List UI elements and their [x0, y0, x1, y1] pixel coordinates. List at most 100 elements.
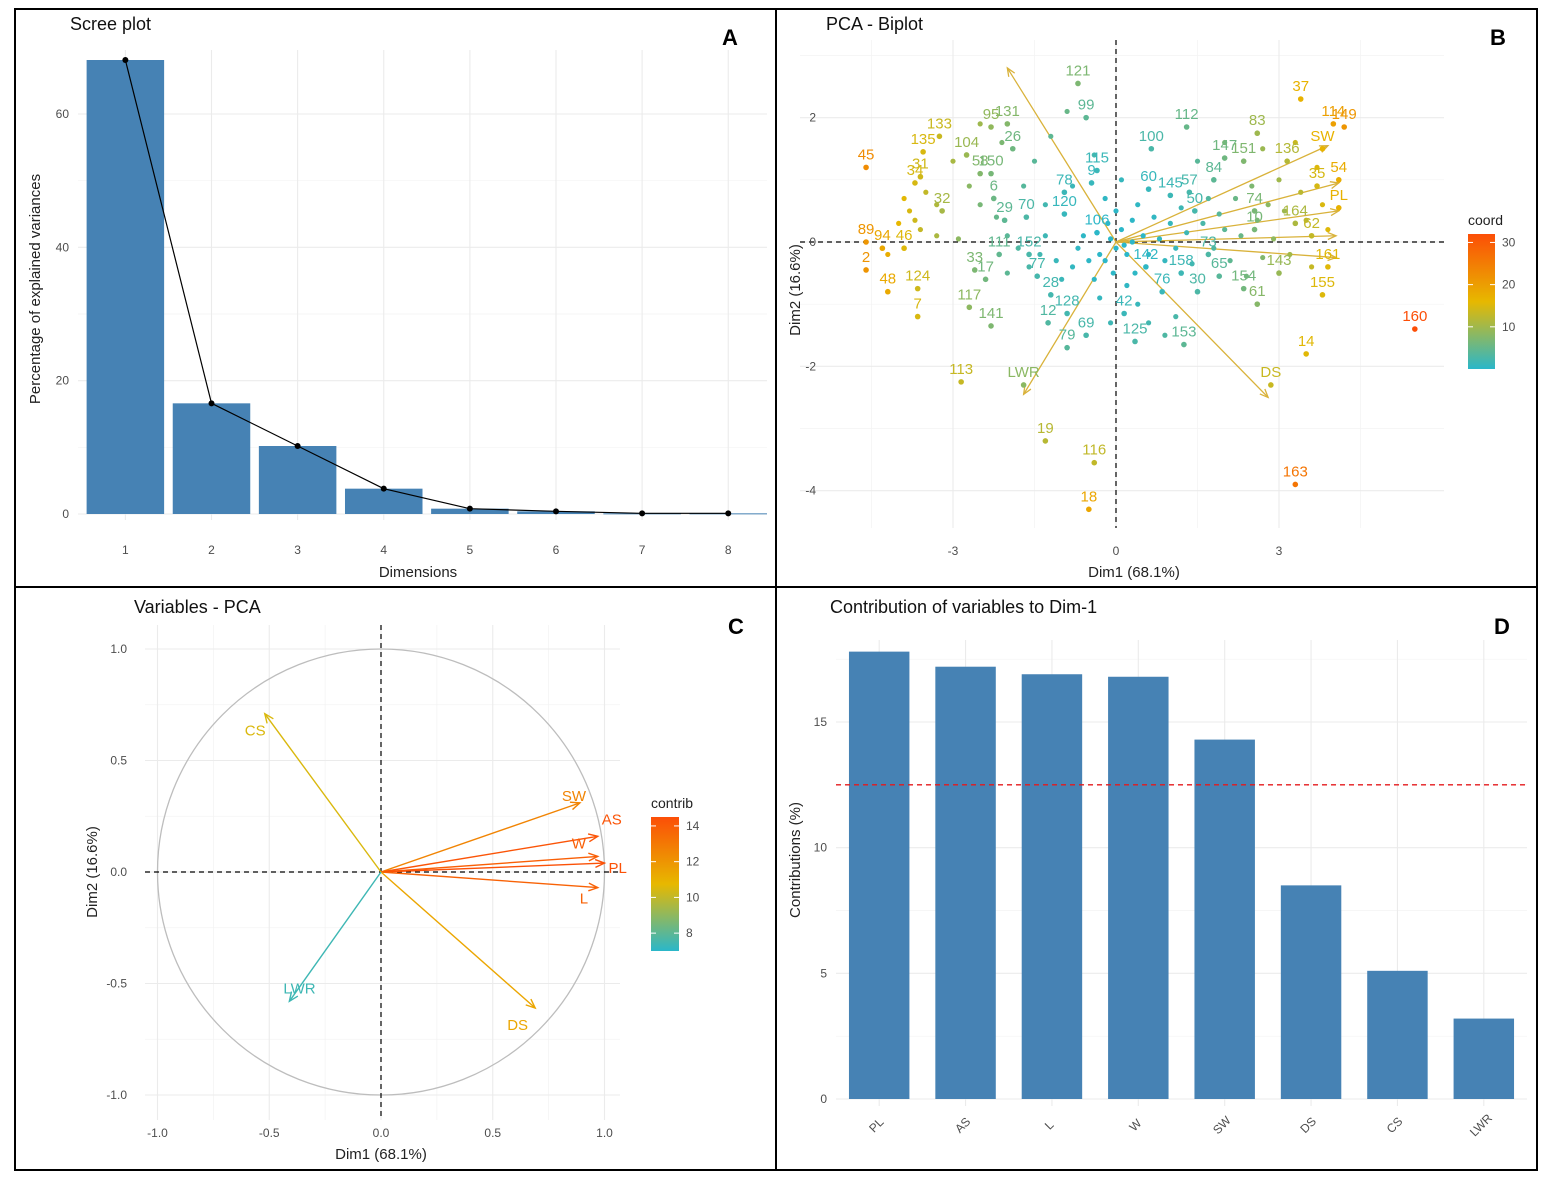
panel-b-point	[1004, 233, 1010, 239]
panel-b-point	[1167, 220, 1173, 226]
panel-b-point	[1281, 208, 1288, 214]
panel-c-variable-label: AS	[602, 811, 622, 828]
panel-b-point	[1211, 177, 1217, 183]
panel-b-point-label: 18	[1080, 488, 1097, 505]
panel-b-point-label: 154	[1231, 268, 1256, 285]
panel-b-point	[1023, 214, 1030, 220]
panel-b-point	[1221, 155, 1228, 161]
panel-b-point-label: 28	[1042, 274, 1059, 291]
panel-b-point-label: 76	[1154, 271, 1171, 288]
panel-b-point	[1270, 236, 1277, 242]
panel-b-point	[1240, 158, 1247, 164]
panel-a-xlabel: Dimensions	[379, 564, 457, 581]
panel-b-point	[1298, 189, 1304, 195]
panel-b-point-label: 113	[949, 361, 973, 378]
panel-b-ticks: -3 0 3 -4 -2 0 2	[805, 111, 1282, 558]
panel-b-point	[966, 304, 973, 311]
panel-b-x-tick: -3	[948, 544, 959, 558]
panel-b-point	[1254, 217, 1260, 223]
panel-c-y-tick: 0.0	[110, 865, 127, 879]
panel-b-point	[1037, 251, 1043, 258]
panel-b-point	[1184, 230, 1190, 236]
panel-c-variable-label: LWR	[283, 980, 315, 997]
panel-b-point-label: 155	[1310, 274, 1335, 291]
panel-d-ylabel: Contributions (%)	[787, 802, 804, 918]
panel-a-x-tick: 4	[380, 543, 387, 557]
panel-a-line-point	[380, 485, 387, 492]
panel-a-line-point	[466, 505, 473, 512]
panel-b-point-label: 143	[1266, 252, 1291, 269]
panel-b-point	[1118, 177, 1125, 183]
panel-b-point	[1143, 264, 1149, 270]
panel-a-letter: A	[722, 25, 738, 50]
panel-d-bar	[848, 651, 910, 1099]
panel-c-y-tick: -0.5	[106, 977, 127, 991]
panel-b-point-label: 42	[1116, 292, 1133, 309]
panel-a-x-tick: 2	[208, 543, 215, 557]
panel-d-title: Contribution of variables to Dim-1	[830, 597, 1097, 617]
panel-c-ylabel: Dim2 (16.6%)	[84, 826, 101, 918]
panel-a-x-tick: 5	[467, 543, 474, 557]
panel-b-point-label: SW	[1310, 128, 1335, 145]
panel-b-point	[1319, 292, 1326, 298]
panel-b-point-label: 164	[1283, 202, 1308, 219]
panel-a-y-tick: 0	[62, 507, 69, 521]
panel-a-line-point	[725, 510, 732, 517]
panel-c-arrowhead	[587, 833, 600, 843]
panel-b-point	[1335, 205, 1342, 211]
panel-b-point-label: 57	[1181, 171, 1198, 188]
panel-b-point-label: 153	[1171, 324, 1196, 341]
panel-a-bar	[172, 403, 251, 514]
panel-b-point-label: 152	[1017, 233, 1042, 250]
panel-b-xlabel: Dim1 (68.1%)	[1088, 564, 1180, 581]
panel-c-legend-title: contrib	[651, 795, 693, 811]
panel-b-y-tick: 0	[809, 235, 816, 249]
panel-c-variable-label: PL	[609, 860, 627, 877]
panel-b-point	[1254, 301, 1261, 307]
panel-b-point	[1205, 195, 1211, 202]
panel-b-point	[999, 139, 1005, 146]
panel-c-variable-label: W	[572, 835, 587, 852]
panel-b-letter: B	[1490, 25, 1506, 50]
panel-c-arrow	[380, 871, 536, 1009]
panel-b-arrow	[1115, 241, 1269, 398]
panel-b-point	[1251, 226, 1258, 233]
panel-c-arrow	[380, 802, 581, 873]
panel-b-point	[988, 323, 994, 329]
panel-c-arrowhead	[263, 712, 274, 724]
panel-b-point	[1191, 208, 1198, 214]
panel-c-legend-tick: 14	[686, 819, 700, 833]
panel-b-point	[1021, 183, 1027, 189]
panel-b-point	[1113, 208, 1119, 214]
panel-b-point	[1105, 220, 1111, 226]
panel-b-point	[901, 245, 907, 252]
panel-b-point	[966, 183, 972, 189]
panel-b-point	[1118, 226, 1125, 233]
panel-b-point	[1083, 114, 1089, 121]
panel-b-arrowhead	[1329, 181, 1341, 189]
panel-b-point-label: 19	[1037, 420, 1054, 437]
panel-b-point	[912, 217, 918, 223]
panel-b-point	[977, 202, 983, 208]
panel-b-point	[863, 239, 869, 245]
panel-b-point-label: 30	[1189, 271, 1206, 288]
panel-d-bars	[848, 651, 1515, 1099]
panel-b-point-label: 136	[1275, 140, 1300, 157]
panel-a-y-tick: 60	[56, 107, 70, 121]
panel-b-point-label: 147	[1212, 137, 1237, 154]
panel-b-point	[912, 180, 918, 186]
panel-b-arrow	[1115, 241, 1337, 259]
panel-b-point	[1268, 382, 1274, 388]
panel-a-line-point	[552, 508, 559, 515]
panel-c-legend: contrib 8 10 12 14	[651, 795, 700, 951]
panel-b-point-label: 117	[957, 286, 981, 303]
panel-a-line-point	[208, 400, 215, 407]
panel-c-variables-pca: Variables - PCA C CS SW AS W PL L DS LWR -1.0 -0…	[84, 597, 744, 1163]
panel-c-variable-label: CS	[245, 723, 266, 740]
panel-b-point-label: 115	[1085, 150, 1109, 167]
panel-b-point-label: 133	[927, 115, 952, 132]
panel-b-point	[1129, 239, 1135, 245]
panel-b-point-label: 89	[858, 221, 875, 238]
panel-b-point	[1314, 164, 1320, 170]
